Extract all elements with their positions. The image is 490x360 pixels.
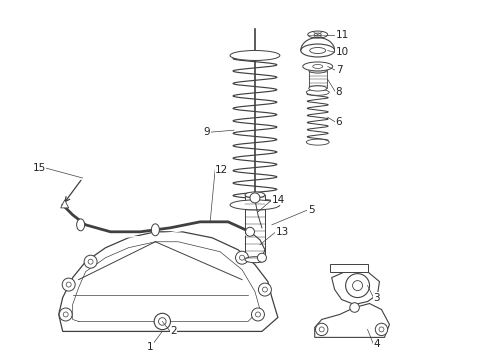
Circle shape xyxy=(258,283,271,296)
Circle shape xyxy=(245,227,254,236)
Circle shape xyxy=(88,259,93,264)
Ellipse shape xyxy=(245,192,265,198)
Polygon shape xyxy=(332,270,379,305)
Circle shape xyxy=(251,308,265,321)
Ellipse shape xyxy=(309,86,327,91)
Circle shape xyxy=(319,327,324,332)
Polygon shape xyxy=(315,303,390,337)
Text: 5: 5 xyxy=(308,205,315,215)
Ellipse shape xyxy=(76,219,85,231)
Ellipse shape xyxy=(313,64,323,68)
Text: 15: 15 xyxy=(32,163,46,173)
Text: 10: 10 xyxy=(336,48,349,58)
Circle shape xyxy=(345,274,369,298)
Ellipse shape xyxy=(230,50,280,60)
Text: 3: 3 xyxy=(373,293,380,302)
Circle shape xyxy=(316,323,328,336)
Ellipse shape xyxy=(230,200,280,210)
Circle shape xyxy=(379,327,384,332)
Bar xyxy=(245,195,265,260)
Text: 11: 11 xyxy=(336,30,349,40)
Polygon shape xyxy=(59,232,278,332)
Ellipse shape xyxy=(308,31,328,38)
Text: 12: 12 xyxy=(215,165,228,175)
Bar xyxy=(309,71,327,88)
Text: 2: 2 xyxy=(171,327,177,336)
Text: 6: 6 xyxy=(336,117,343,127)
Polygon shape xyxy=(61,200,69,208)
Text: 14: 14 xyxy=(272,195,285,205)
Ellipse shape xyxy=(245,257,265,263)
Circle shape xyxy=(236,251,248,264)
Circle shape xyxy=(375,323,388,336)
Circle shape xyxy=(240,255,245,260)
Circle shape xyxy=(350,303,359,312)
Circle shape xyxy=(66,282,71,287)
Text: 7: 7 xyxy=(336,66,343,76)
Ellipse shape xyxy=(301,44,335,57)
Text: 1: 1 xyxy=(147,342,154,352)
Ellipse shape xyxy=(306,89,329,95)
Ellipse shape xyxy=(151,224,159,236)
Circle shape xyxy=(250,193,260,203)
Text: 9: 9 xyxy=(203,127,210,137)
Text: 13: 13 xyxy=(276,227,289,237)
Circle shape xyxy=(154,313,171,330)
Text: 8: 8 xyxy=(336,87,343,97)
Circle shape xyxy=(353,280,363,291)
Circle shape xyxy=(255,312,261,317)
Circle shape xyxy=(63,312,68,317)
Ellipse shape xyxy=(306,139,329,145)
Ellipse shape xyxy=(314,33,321,36)
Circle shape xyxy=(62,278,75,291)
Circle shape xyxy=(159,318,166,325)
Circle shape xyxy=(84,255,97,268)
Ellipse shape xyxy=(310,48,326,54)
Circle shape xyxy=(59,308,72,321)
Text: 4: 4 xyxy=(373,339,380,349)
Circle shape xyxy=(257,253,267,262)
Ellipse shape xyxy=(309,68,327,73)
Bar xyxy=(330,264,368,272)
Ellipse shape xyxy=(303,62,333,71)
Circle shape xyxy=(263,287,268,292)
